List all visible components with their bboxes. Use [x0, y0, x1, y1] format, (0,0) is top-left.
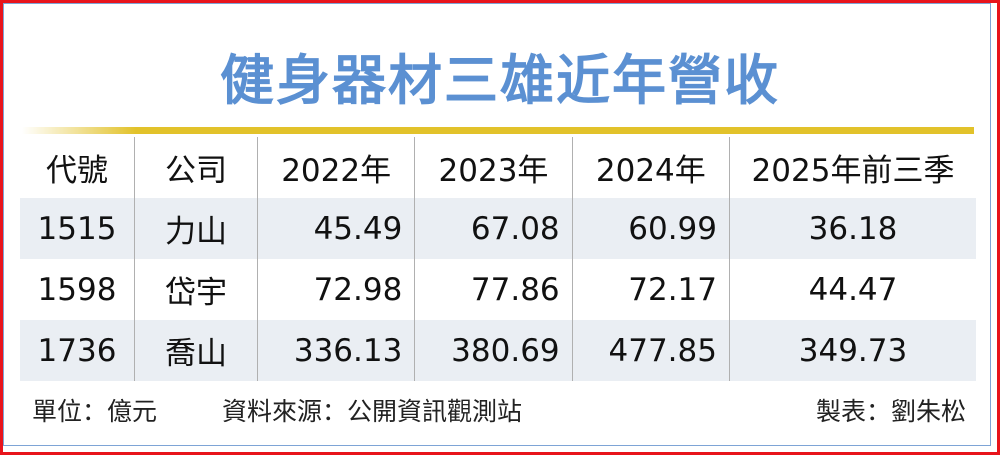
- cell-value: 477.85: [571, 320, 730, 381]
- cell-value: 349.73: [729, 320, 976, 381]
- cell-value: 380.69: [414, 320, 573, 381]
- cell-value: 60.99: [571, 198, 730, 259]
- header-2024: 2024年: [571, 137, 730, 198]
- header-2023: 2023年: [414, 137, 573, 198]
- cell-company: 岱宇: [134, 259, 258, 320]
- table-row: 1736 喬山 336.13 380.69 477.85 349.73: [20, 320, 976, 381]
- unit-note: 單位：億元: [32, 397, 158, 426]
- chart-title: 健身器材三雄近年營收: [220, 49, 780, 112]
- cell-code: 1515: [20, 198, 135, 259]
- cell-value: 77.86: [414, 259, 573, 320]
- cell-value: 36.18: [729, 198, 976, 259]
- table-row: 1515 力山 45.49 67.08 60.99 36.18: [20, 198, 976, 259]
- cell-code: 1736: [20, 320, 135, 381]
- cell-company: 力山: [134, 198, 258, 259]
- header-company: 公司: [134, 137, 258, 198]
- cell-value: 72.17: [571, 259, 730, 320]
- table-row: 1598 岱宇 72.98 77.86 72.17 44.47: [20, 259, 976, 320]
- header-row: 代號 公司 2022年 2023年 2024年 2025年前三季: [20, 137, 976, 198]
- cell-value: 45.49: [256, 198, 415, 259]
- cell-company: 喬山: [134, 320, 258, 381]
- title-divider: [22, 127, 974, 134]
- source-note: 資料來源：公開資訊觀測站: [222, 397, 523, 426]
- cell-value: 44.47: [729, 259, 976, 320]
- cell-value: 72.98: [256, 259, 415, 320]
- cell-value: 336.13: [256, 320, 415, 381]
- header-2025q3: 2025年前三季: [729, 137, 976, 198]
- header-2022: 2022年: [256, 137, 415, 198]
- cell-code: 1598: [37, 271, 117, 308]
- header-code: 代號: [46, 153, 108, 189]
- credit-note: 製表：劉朱松: [815, 397, 966, 426]
- cell-value: 67.08: [414, 198, 573, 259]
- revenue-table: 代號 公司 2022年 2023年 2024年 2025年前三季 1515 力山…: [20, 137, 976, 381]
